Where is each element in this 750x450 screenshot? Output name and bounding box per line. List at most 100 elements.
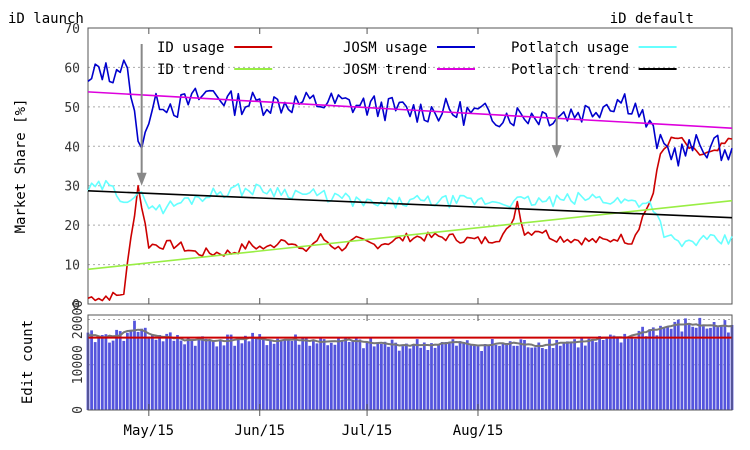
edit-count-bar (659, 325, 662, 410)
edit-count-bar (329, 342, 333, 410)
edit-count-bar (251, 332, 254, 410)
edit-count-bar (244, 335, 247, 410)
edit-count-bar (666, 326, 669, 410)
edit-count-bar (687, 324, 691, 410)
edit-count-bar (412, 344, 415, 410)
edit-count-bar (544, 349, 548, 410)
edit-count-bar (662, 328, 666, 410)
edit-count-bar (709, 327, 712, 410)
edit-count-bar (136, 331, 140, 410)
edit-count-bar (515, 345, 519, 410)
edit-count-bar (637, 330, 641, 410)
edit-count-bar (337, 337, 340, 410)
edit-count-bar (619, 342, 623, 410)
edit-count-bar (505, 343, 508, 410)
y-tick-label: 20 (64, 219, 80, 234)
legend-label: JOSM usage (343, 40, 427, 56)
legend-label: ID trend (157, 62, 224, 78)
edit-count-bar (287, 340, 290, 410)
edit-count-bar (702, 326, 705, 410)
edit-count-bar (415, 339, 419, 410)
plot-frame (87, 27, 733, 305)
edit-count-bar (308, 345, 312, 410)
edit-count-bar (319, 337, 322, 410)
edit-count-bar (569, 342, 573, 410)
edit-count-bar (272, 343, 276, 410)
edit-count-bar (533, 347, 537, 410)
edit-count-bar (523, 340, 526, 410)
edit-count-bar (279, 339, 283, 410)
annotation-arrow-head (551, 145, 562, 159)
edit-count-bar (276, 338, 279, 410)
y-tick-label: 0 (72, 298, 80, 313)
edit-count-bar (261, 339, 265, 410)
edit-count-bar (394, 342, 398, 410)
edit-count-bar (322, 339, 326, 410)
edit-count-bar (333, 344, 337, 410)
edit-count-bar (723, 320, 727, 410)
edit-count-bar (655, 335, 659, 410)
edit-count-bar (115, 329, 118, 410)
edit-count-bar (168, 332, 172, 410)
edit-count-bar (705, 328, 709, 410)
edit-count-bar (573, 339, 576, 410)
edit-count-bar (344, 337, 347, 410)
edit-count-bar (422, 342, 426, 410)
edit-count-bar (598, 336, 601, 410)
edit-count-bar (358, 339, 362, 410)
edit-count-bar (204, 338, 208, 410)
edit-count-bar (294, 334, 297, 410)
edit-count-bar (727, 332, 730, 410)
edit-count-bar (616, 338, 619, 410)
edit-count-bar (129, 329, 133, 410)
edit-count-bar (673, 321, 677, 410)
josm-trend-line (87, 91, 733, 129)
edit-count-bar (680, 331, 684, 410)
edit-count-bar (558, 345, 562, 410)
edit-count-bar (433, 347, 437, 410)
edit-count-bar (258, 334, 262, 410)
edit-count-bar (473, 345, 476, 410)
edit-count-bar (458, 341, 462, 410)
edit-count-bar (376, 342, 380, 410)
edit-count-bar (551, 348, 555, 410)
y-tick-label: 20000 (71, 300, 86, 339)
annotation-label: iD launch (8, 11, 84, 27)
edit-count-bar (455, 345, 458, 410)
edit-count-bar (312, 339, 315, 410)
edit-count-bar (490, 339, 494, 410)
edit-count-bar (172, 340, 176, 410)
edit-count-bar (165, 333, 169, 410)
edit-count-bar (630, 336, 634, 410)
edit-count-bar (380, 343, 383, 410)
edit-count-bar (712, 322, 716, 410)
edit-count-bar (161, 341, 165, 410)
edit-count-bar (283, 339, 287, 410)
edit-count-bar (716, 327, 720, 410)
y-tick-label: 40 (64, 140, 80, 155)
edit-count-bar (154, 339, 158, 410)
edit-count-bar (498, 345, 501, 410)
edit-count-bar (469, 345, 473, 410)
edit-count-bar (623, 333, 627, 410)
edit-count-bar (158, 335, 161, 410)
edit-count-bar (634, 338, 637, 410)
y-tick-label: 10 (64, 259, 80, 274)
legend-label: JOSM trend (343, 62, 427, 78)
edit-count-bar (530, 347, 534, 410)
edit-count-bar (365, 341, 369, 410)
edit-count-bar (648, 329, 652, 410)
edit-count-bar (186, 338, 190, 410)
edit-count-bar (587, 338, 591, 410)
edit-count-bar (537, 342, 541, 410)
edit-count-bar (494, 344, 498, 410)
edit-count-bar (347, 342, 351, 410)
edit-count-bar (401, 346, 405, 410)
market-share-chart: 0 10 20 30 40 50 60 70 Market Share [%] ID usage I… (13, 22, 733, 313)
edit-count-bar (315, 343, 319, 410)
edit-count-bar (483, 344, 487, 410)
potlatch-usage-line (87, 179, 733, 248)
y-axis-label: Edit count (20, 320, 36, 404)
edit-count-bar (430, 343, 433, 410)
edit-count-bar (566, 341, 569, 410)
